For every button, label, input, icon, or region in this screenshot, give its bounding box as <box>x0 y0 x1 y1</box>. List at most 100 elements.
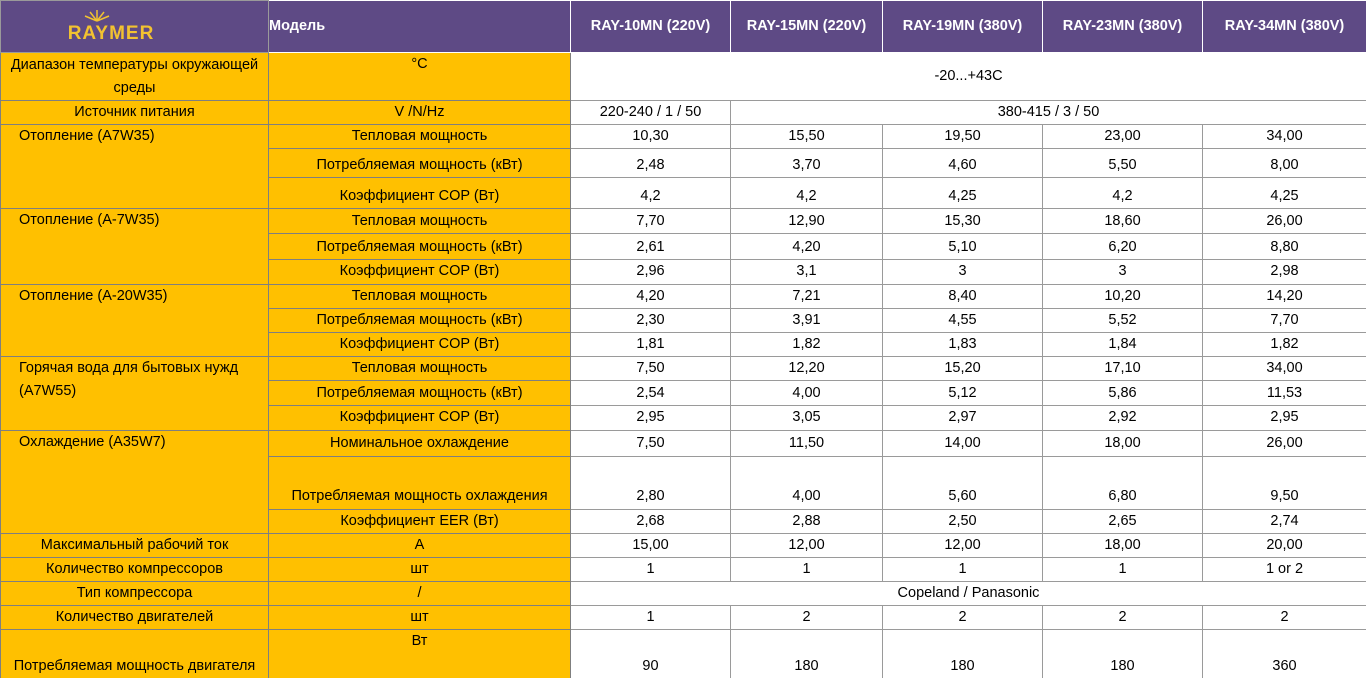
value-cell: 4,55 <box>882 307 1043 333</box>
value-cell: 23,00 <box>1042 124 1203 150</box>
value-cell: 12,00 <box>882 532 1043 558</box>
value-cell: 4,60 <box>882 148 1043 179</box>
value-cell: 26,00 <box>1202 429 1366 457</box>
param-label: Коэффициент EER (Вт) <box>268 508 571 534</box>
table-row: Количество компрессоров шт 1 1 1 1 1 or 2 <box>0 556 1366 583</box>
table-row: Потребляемая мощность (кВт) 2,54 4,00 5,12 5… <box>1 380 1366 407</box>
model-name: RAY-15MN (220V) <box>730 0 883 53</box>
value-cell: 4,25 <box>1202 177 1366 210</box>
value-cell: 5,86 <box>1042 380 1203 407</box>
value-cell: 1,84 <box>1042 331 1203 358</box>
unit-cell: Вт <box>268 629 571 678</box>
row-label: Максимальный рабочий ток <box>0 532 269 558</box>
value-cell: 19,50 <box>882 124 1043 150</box>
group-label: Охлаждение (A35W7) <box>0 429 269 534</box>
value-cell: 34,00 <box>1202 356 1366 382</box>
param-label: Коэффициент COP (Вт) <box>268 259 571 285</box>
group-label: Горячая вода для бытовых нужд (A7W55) <box>0 356 269 431</box>
value-cell: 2,97 <box>882 405 1043 431</box>
value-cell: 7,70 <box>1202 307 1366 333</box>
param-label: Тепловая мощность <box>268 356 571 382</box>
value-cell: 3,91 <box>730 307 883 333</box>
table-row: Потребляемая мощность двигателя Вт 90 180 18… <box>0 629 1366 678</box>
unit-cell: шт <box>268 605 571 631</box>
value-cell: 1 <box>570 605 731 631</box>
value-cell: 14,20 <box>1202 283 1366 309</box>
value-cell: 380-415 / 3 / 50 <box>730 99 1366 126</box>
value-cell: Copeland / Panasonic <box>570 581 1366 607</box>
row-label: Источник питания <box>0 99 269 126</box>
value-cell: 8,40 <box>882 283 1043 309</box>
value-cell: 15,20 <box>882 356 1043 382</box>
value-cell: 12,90 <box>730 208 883 235</box>
table-row: Потребляемая мощность (кВт) 2,61 4,20 5,10 6… <box>1 233 1366 261</box>
value-cell: 2,54 <box>570 380 731 407</box>
value-cell: 12,00 <box>730 532 883 558</box>
value-cell: 3 <box>1042 259 1203 285</box>
value-cell: 5,10 <box>882 233 1043 261</box>
value-cell: 2,92 <box>1042 405 1203 431</box>
value-cell: 18,00 <box>1042 532 1203 558</box>
value-cell: 26,00 <box>1202 208 1366 235</box>
model-name: RAY-10MN (220V) <box>570 0 731 53</box>
value-cell: 90 <box>570 629 731 678</box>
table-row: Коэффициент COP (Вт) 2,96 3,1 3 3 2,98 <box>1 259 1366 285</box>
value-cell: 2,95 <box>570 405 731 431</box>
value-cell: 9,50 <box>1202 455 1366 510</box>
table-row: Отопление (A-7W35) Тепловая мощность 7,70 1… <box>0 208 1366 285</box>
value-cell: 4,2 <box>730 177 883 210</box>
unit-cell: шт <box>268 556 571 583</box>
value-cell: 180 <box>1042 629 1203 678</box>
table-row: Отопление (A7W35) Тепловая мощность 10,30 1… <box>0 124 1366 210</box>
value-cell: 4,25 <box>882 177 1043 210</box>
value-cell: 18,60 <box>1042 208 1203 235</box>
value-cell: 1,81 <box>570 331 731 358</box>
value-cell: 7,50 <box>570 429 731 457</box>
row-label: Диапазон температуры окружающей среды <box>0 52 269 101</box>
value-cell: 3,1 <box>730 259 883 285</box>
value-cell: 1 <box>730 556 883 583</box>
param-label: Потребляемая мощность (кВт) <box>268 148 571 179</box>
value-cell: 5,50 <box>1042 148 1203 179</box>
value-cell: 1 <box>882 556 1043 583</box>
value-cell: 180 <box>882 629 1043 678</box>
logo-cell: RAYMER <box>0 0 269 53</box>
param-label: Коэффициент COP (Вт) <box>268 177 571 210</box>
table-row: Отопление (A-20W35) Тепловая мощность 4,20… <box>0 283 1366 358</box>
value-cell: 6,20 <box>1042 233 1203 261</box>
value-cell: 15,50 <box>730 124 883 150</box>
value-cell: 3,70 <box>730 148 883 179</box>
value-cell: 10,20 <box>1042 283 1203 309</box>
value-cell: 12,20 <box>730 356 883 382</box>
param-label: Потребляемая мощность (кВт) <box>268 307 571 333</box>
table-row: Охлаждение (A35W7) Номинальное охлаждение… <box>0 429 1366 534</box>
value-cell: 1,82 <box>1202 331 1366 358</box>
unit-cell: A <box>268 532 571 558</box>
value-cell: 2,80 <box>570 455 731 510</box>
value-cell: 220-240 / 1 / 50 <box>570 99 731 126</box>
value-cell: 4,00 <box>730 380 883 407</box>
header-label: Модель <box>268 0 571 53</box>
table-row: Коэффициент EER (Вт) 2,68 2,88 2,50 2,65 2,74 <box>1 508 1366 534</box>
param-label: Потребляемая мощность (кВт) <box>268 380 571 407</box>
group-label: Отопление (A7W35) <box>0 124 269 210</box>
param-label: Тепловая мощность <box>268 208 571 235</box>
param-label: Номинальное охлаждение <box>268 429 571 457</box>
value-cell: 2,88 <box>730 508 883 534</box>
model-name: RAY-23MN (380V) <box>1042 0 1203 53</box>
value-cell: 4,2 <box>1042 177 1203 210</box>
group-label: Отопление (A-20W35) <box>0 283 269 358</box>
model-name: RAY-34MN (380V) <box>1202 0 1366 53</box>
value-cell: 34,00 <box>1202 124 1366 150</box>
value-cell: 2,48 <box>570 148 731 179</box>
value-cell: 2,65 <box>1042 508 1203 534</box>
param-label: Тепловая мощность <box>268 283 571 309</box>
table-row: Источник питания V /N/Hz 220-240 / 1 / 50 3… <box>0 99 1366 126</box>
value-cell: 2,68 <box>570 508 731 534</box>
param-label: Коэффициент COP (Вт) <box>268 405 571 431</box>
row-label: Количество компрессоров <box>0 556 269 583</box>
unit-cell: V /N/Hz <box>268 99 571 126</box>
table-row: Диапазон температуры окружающей среды °C -… <box>0 52 1366 101</box>
value-cell: 11,50 <box>730 429 883 457</box>
value-cell: 18,00 <box>1042 429 1203 457</box>
